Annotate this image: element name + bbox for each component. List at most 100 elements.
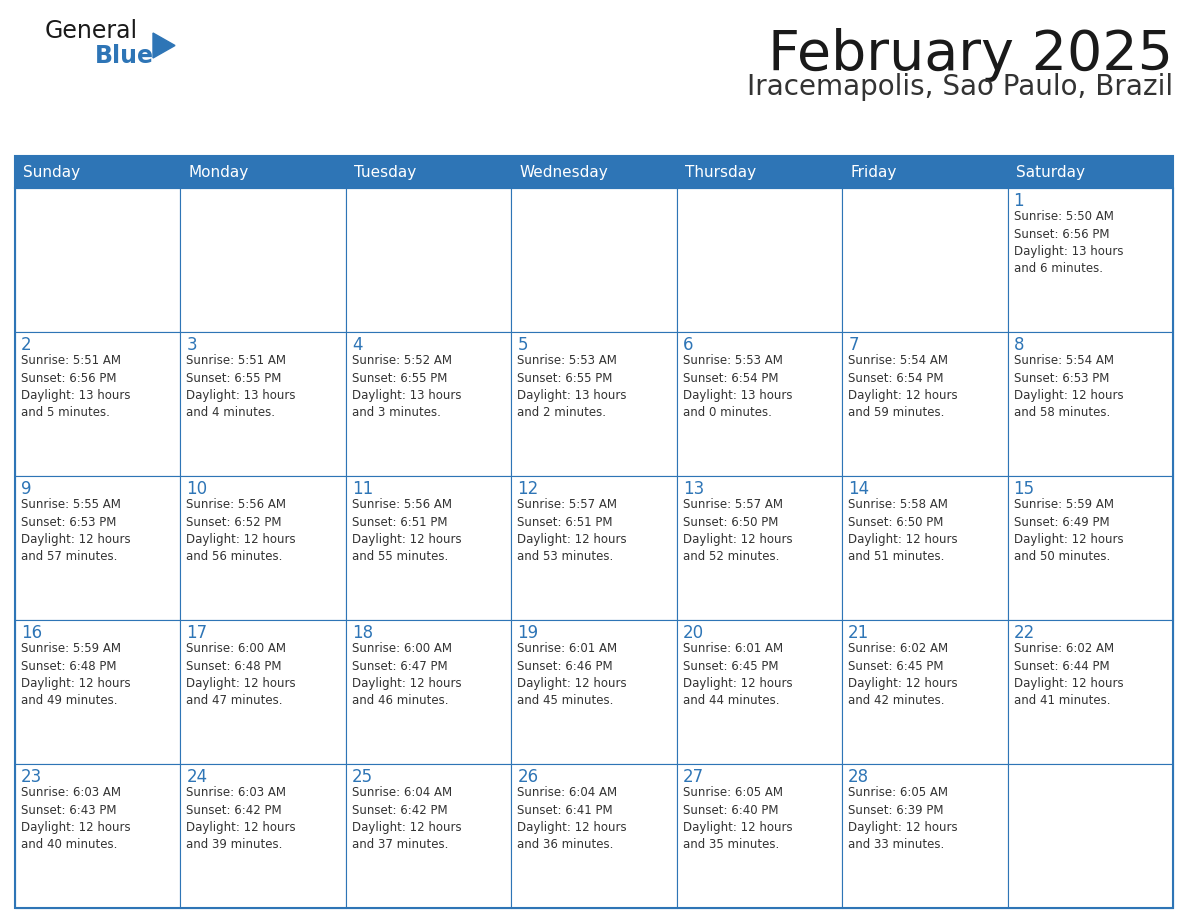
Text: 9: 9 xyxy=(21,480,32,498)
Text: Friday: Friday xyxy=(851,164,897,180)
Bar xyxy=(1007,476,1173,620)
Text: 8: 8 xyxy=(1013,336,1024,354)
Bar xyxy=(677,620,842,764)
Text: Sunrise: 5:56 AM
Sunset: 6:52 PM
Daylight: 12 hours
and 56 minutes.: Sunrise: 5:56 AM Sunset: 6:52 PM Dayligh… xyxy=(187,498,296,564)
Text: 23: 23 xyxy=(21,768,43,786)
Text: Sunrise: 5:51 AM
Sunset: 6:56 PM
Daylight: 13 hours
and 5 minutes.: Sunrise: 5:51 AM Sunset: 6:56 PM Dayligh… xyxy=(21,354,131,420)
Text: 28: 28 xyxy=(848,768,870,786)
Text: 26: 26 xyxy=(517,768,538,786)
Text: Sunrise: 6:01 AM
Sunset: 6:45 PM
Daylight: 12 hours
and 44 minutes.: Sunrise: 6:01 AM Sunset: 6:45 PM Dayligh… xyxy=(683,642,792,708)
Text: Saturday: Saturday xyxy=(1016,164,1085,180)
Text: 17: 17 xyxy=(187,624,208,642)
Bar xyxy=(181,476,346,620)
Text: Sunrise: 5:56 AM
Sunset: 6:51 PM
Daylight: 12 hours
and 55 minutes.: Sunrise: 5:56 AM Sunset: 6:51 PM Dayligh… xyxy=(352,498,461,564)
Bar xyxy=(346,332,511,476)
Text: Sunrise: 6:05 AM
Sunset: 6:39 PM
Daylight: 12 hours
and 33 minutes.: Sunrise: 6:05 AM Sunset: 6:39 PM Dayligh… xyxy=(848,786,958,852)
Bar xyxy=(511,332,677,476)
Text: Sunrise: 5:59 AM
Sunset: 6:48 PM
Daylight: 12 hours
and 49 minutes.: Sunrise: 5:59 AM Sunset: 6:48 PM Dayligh… xyxy=(21,642,131,708)
Text: Monday: Monday xyxy=(189,164,248,180)
Text: 22: 22 xyxy=(1013,624,1035,642)
Text: 15: 15 xyxy=(1013,480,1035,498)
Text: Sunrise: 5:51 AM
Sunset: 6:55 PM
Daylight: 13 hours
and 4 minutes.: Sunrise: 5:51 AM Sunset: 6:55 PM Dayligh… xyxy=(187,354,296,420)
Text: 24: 24 xyxy=(187,768,208,786)
Text: 25: 25 xyxy=(352,768,373,786)
Text: Sunrise: 5:53 AM
Sunset: 6:55 PM
Daylight: 13 hours
and 2 minutes.: Sunrise: 5:53 AM Sunset: 6:55 PM Dayligh… xyxy=(517,354,627,420)
Text: Sunrise: 6:02 AM
Sunset: 6:45 PM
Daylight: 12 hours
and 42 minutes.: Sunrise: 6:02 AM Sunset: 6:45 PM Dayligh… xyxy=(848,642,958,708)
Bar xyxy=(346,188,511,332)
Text: General: General xyxy=(45,19,138,43)
Bar xyxy=(511,476,677,620)
Text: Sunday: Sunday xyxy=(23,164,80,180)
Text: Sunrise: 6:01 AM
Sunset: 6:46 PM
Daylight: 12 hours
and 45 minutes.: Sunrise: 6:01 AM Sunset: 6:46 PM Dayligh… xyxy=(517,642,627,708)
Text: Sunrise: 6:02 AM
Sunset: 6:44 PM
Daylight: 12 hours
and 41 minutes.: Sunrise: 6:02 AM Sunset: 6:44 PM Dayligh… xyxy=(1013,642,1123,708)
Bar xyxy=(1007,188,1173,332)
Bar xyxy=(677,476,842,620)
Text: Sunrise: 5:54 AM
Sunset: 6:54 PM
Daylight: 12 hours
and 59 minutes.: Sunrise: 5:54 AM Sunset: 6:54 PM Dayligh… xyxy=(848,354,958,420)
Bar xyxy=(181,332,346,476)
Text: Sunrise: 5:54 AM
Sunset: 6:53 PM
Daylight: 12 hours
and 58 minutes.: Sunrise: 5:54 AM Sunset: 6:53 PM Dayligh… xyxy=(1013,354,1123,420)
Text: Sunrise: 6:04 AM
Sunset: 6:41 PM
Daylight: 12 hours
and 36 minutes.: Sunrise: 6:04 AM Sunset: 6:41 PM Dayligh… xyxy=(517,786,627,852)
Text: 6: 6 xyxy=(683,336,694,354)
Bar xyxy=(15,620,181,764)
Bar xyxy=(842,476,1007,620)
Text: Sunrise: 6:03 AM
Sunset: 6:43 PM
Daylight: 12 hours
and 40 minutes.: Sunrise: 6:03 AM Sunset: 6:43 PM Dayligh… xyxy=(21,786,131,852)
Bar xyxy=(346,620,511,764)
Text: 27: 27 xyxy=(683,768,703,786)
Text: Sunrise: 6:00 AM
Sunset: 6:48 PM
Daylight: 12 hours
and 47 minutes.: Sunrise: 6:00 AM Sunset: 6:48 PM Dayligh… xyxy=(187,642,296,708)
Bar xyxy=(15,156,1173,908)
Bar xyxy=(677,332,842,476)
Text: 10: 10 xyxy=(187,480,208,498)
Text: 3: 3 xyxy=(187,336,197,354)
Polygon shape xyxy=(153,33,175,58)
Bar xyxy=(181,764,346,908)
Text: 21: 21 xyxy=(848,624,870,642)
Bar xyxy=(842,620,1007,764)
Text: Sunrise: 5:57 AM
Sunset: 6:51 PM
Daylight: 12 hours
and 53 minutes.: Sunrise: 5:57 AM Sunset: 6:51 PM Dayligh… xyxy=(517,498,627,564)
Text: Sunrise: 5:58 AM
Sunset: 6:50 PM
Daylight: 12 hours
and 51 minutes.: Sunrise: 5:58 AM Sunset: 6:50 PM Dayligh… xyxy=(848,498,958,564)
Text: Blue: Blue xyxy=(95,44,154,68)
Text: 19: 19 xyxy=(517,624,538,642)
Bar xyxy=(842,332,1007,476)
Text: Sunrise: 6:04 AM
Sunset: 6:42 PM
Daylight: 12 hours
and 37 minutes.: Sunrise: 6:04 AM Sunset: 6:42 PM Dayligh… xyxy=(352,786,461,852)
Bar xyxy=(1007,764,1173,908)
Text: Sunrise: 5:53 AM
Sunset: 6:54 PM
Daylight: 13 hours
and 0 minutes.: Sunrise: 5:53 AM Sunset: 6:54 PM Dayligh… xyxy=(683,354,792,420)
Text: Sunrise: 6:00 AM
Sunset: 6:47 PM
Daylight: 12 hours
and 46 minutes.: Sunrise: 6:00 AM Sunset: 6:47 PM Dayligh… xyxy=(352,642,461,708)
Text: Iracemapolis, Sao Paulo, Brazil: Iracemapolis, Sao Paulo, Brazil xyxy=(747,73,1173,101)
Text: Sunrise: 5:50 AM
Sunset: 6:56 PM
Daylight: 13 hours
and 6 minutes.: Sunrise: 5:50 AM Sunset: 6:56 PM Dayligh… xyxy=(1013,210,1123,275)
Text: Sunrise: 5:57 AM
Sunset: 6:50 PM
Daylight: 12 hours
and 52 minutes.: Sunrise: 5:57 AM Sunset: 6:50 PM Dayligh… xyxy=(683,498,792,564)
Text: 11: 11 xyxy=(352,480,373,498)
Bar xyxy=(15,188,181,332)
Text: Sunrise: 6:03 AM
Sunset: 6:42 PM
Daylight: 12 hours
and 39 minutes.: Sunrise: 6:03 AM Sunset: 6:42 PM Dayligh… xyxy=(187,786,296,852)
Bar xyxy=(842,188,1007,332)
Bar xyxy=(15,764,181,908)
Text: 16: 16 xyxy=(21,624,42,642)
Bar xyxy=(677,764,842,908)
Text: 4: 4 xyxy=(352,336,362,354)
Text: Thursday: Thursday xyxy=(684,164,756,180)
Bar xyxy=(1007,332,1173,476)
Text: 14: 14 xyxy=(848,480,870,498)
Bar xyxy=(15,332,181,476)
Text: February 2025: February 2025 xyxy=(767,28,1173,82)
Bar xyxy=(181,188,346,332)
Bar xyxy=(346,764,511,908)
Text: Sunrise: 5:59 AM
Sunset: 6:49 PM
Daylight: 12 hours
and 50 minutes.: Sunrise: 5:59 AM Sunset: 6:49 PM Dayligh… xyxy=(1013,498,1123,564)
Bar xyxy=(1007,620,1173,764)
Text: 12: 12 xyxy=(517,480,538,498)
Text: Sunrise: 6:05 AM
Sunset: 6:40 PM
Daylight: 12 hours
and 35 minutes.: Sunrise: 6:05 AM Sunset: 6:40 PM Dayligh… xyxy=(683,786,792,852)
Text: 18: 18 xyxy=(352,624,373,642)
Bar xyxy=(181,620,346,764)
Bar xyxy=(15,476,181,620)
Bar xyxy=(346,476,511,620)
Text: Wednesday: Wednesday xyxy=(519,164,608,180)
Bar xyxy=(511,620,677,764)
Text: 1: 1 xyxy=(1013,192,1024,210)
Text: Sunrise: 5:55 AM
Sunset: 6:53 PM
Daylight: 12 hours
and 57 minutes.: Sunrise: 5:55 AM Sunset: 6:53 PM Dayligh… xyxy=(21,498,131,564)
Bar xyxy=(511,764,677,908)
Text: 5: 5 xyxy=(517,336,527,354)
Text: Sunrise: 5:52 AM
Sunset: 6:55 PM
Daylight: 13 hours
and 3 minutes.: Sunrise: 5:52 AM Sunset: 6:55 PM Dayligh… xyxy=(352,354,461,420)
Text: 20: 20 xyxy=(683,624,703,642)
Bar xyxy=(511,188,677,332)
Bar xyxy=(677,188,842,332)
Text: 7: 7 xyxy=(848,336,859,354)
